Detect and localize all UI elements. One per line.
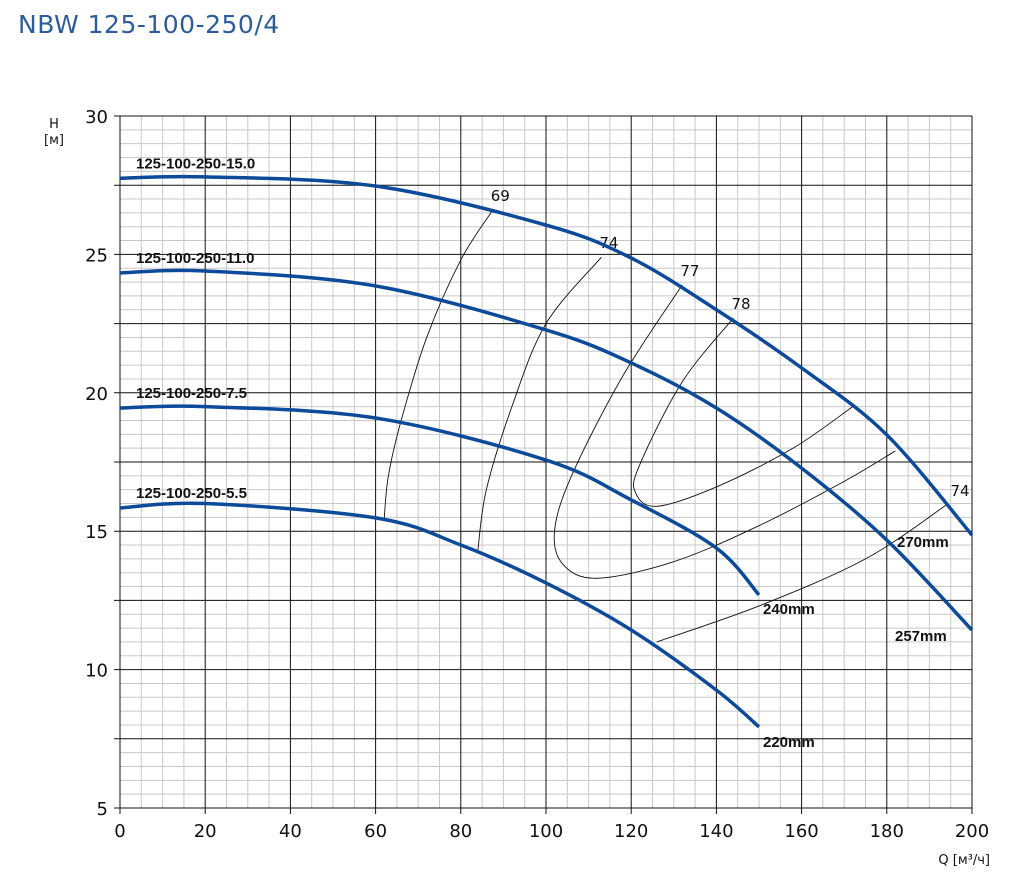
efficiency-label: 74	[950, 482, 969, 500]
pump-curve-125-100-250-5.5	[119, 501, 761, 729]
y-tick-label: 10	[85, 661, 108, 682]
efficiency-curve-77	[553, 284, 896, 579]
x-tick-label: 80	[449, 821, 472, 842]
y-tick-label: 30	[85, 107, 108, 128]
pump-model-label: 125-100-250-7.5	[136, 385, 247, 402]
efficiency-label: 78	[731, 295, 750, 313]
efficiency-curve-78	[633, 317, 853, 507]
x-tick-label: 200	[955, 821, 989, 842]
x-axis-label: Q [м³/ч]	[938, 853, 990, 868]
pump-curve-125-100-250-7.5	[119, 404, 761, 597]
pump-curve-125-100-250-11.0	[119, 268, 974, 632]
y-tick-label: 25	[85, 245, 108, 266]
chart-title: NBW 125-100-250/4	[18, 10, 280, 39]
impeller-diameter-label: 220mm	[763, 734, 815, 751]
impeller-diameter-label: 257mm	[895, 628, 947, 645]
x-tick-label: 180	[870, 821, 904, 842]
efficiency-curve-69	[383, 209, 494, 521]
x-tick-label: 20	[194, 821, 217, 842]
y-axis-unit: [м]	[44, 133, 64, 148]
efficiency-curve-74	[656, 504, 947, 643]
x-tick-label: 160	[784, 821, 818, 842]
efficiency-label: 77	[680, 262, 699, 280]
pump-model-label: 125-100-250-11.0	[136, 250, 254, 267]
efficiency-label: 69	[491, 187, 510, 205]
x-tick-label: 120	[614, 821, 648, 842]
y-tick-label: 5	[97, 799, 108, 820]
impeller-diameter-label: 270mm	[897, 534, 949, 551]
x-tick-label: 60	[364, 821, 387, 842]
pump-curve-125-100-250-15.0	[119, 174, 974, 537]
x-tick-label: 100	[529, 821, 563, 842]
x-tick-label: 0	[114, 821, 125, 842]
pump-model-label: 125-100-250-5.5	[136, 485, 247, 502]
pump-model-label: 125-100-250-15.0	[136, 155, 255, 172]
x-tick-label: 40	[279, 821, 302, 842]
y-tick-label: 15	[85, 522, 108, 543]
y-tick-label: 20	[85, 384, 108, 405]
efficiency-curve-74	[477, 256, 602, 551]
x-tick-label: 140	[699, 821, 733, 842]
y-axis-label: H	[49, 117, 59, 132]
impeller-diameter-label: 240mm	[763, 601, 815, 618]
